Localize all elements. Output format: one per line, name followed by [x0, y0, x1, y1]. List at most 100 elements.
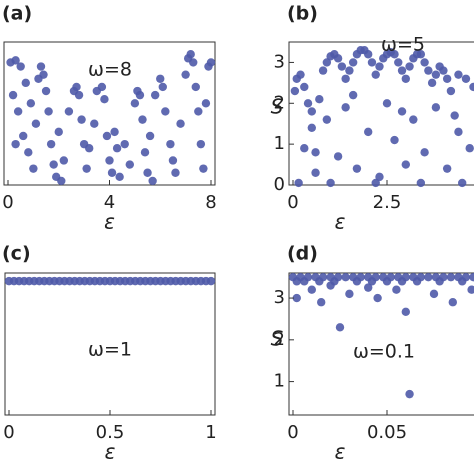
panel-label: (a) — [2, 3, 32, 25]
point — [156, 74, 165, 83]
point — [401, 160, 410, 169]
point — [21, 78, 30, 88]
x-tick-label: 4 — [104, 192, 115, 213]
point — [371, 178, 380, 188]
point — [382, 99, 392, 108]
y-axis-label: S — [271, 327, 284, 351]
marks — [290, 45, 474, 188]
point — [105, 156, 114, 165]
point — [300, 277, 309, 286]
x-tick-label: 0 — [287, 192, 298, 213]
point — [194, 107, 203, 116]
annotation: ω=0.1 — [353, 341, 415, 363]
point — [465, 144, 474, 153]
point — [135, 90, 145, 100]
point — [427, 78, 437, 88]
point — [189, 58, 198, 67]
y-tick-label: 1 — [274, 133, 285, 154]
point — [296, 70, 305, 79]
point — [373, 293, 382, 303]
point — [348, 90, 358, 100]
point — [171, 168, 180, 177]
point — [49, 160, 58, 169]
point — [59, 156, 69, 165]
point — [333, 54, 343, 63]
point — [303, 99, 313, 108]
point — [57, 176, 66, 186]
annotation: ω=5 — [381, 34, 425, 56]
point — [36, 62, 46, 71]
point — [201, 99, 211, 108]
point — [64, 107, 74, 116]
point — [315, 95, 324, 104]
point — [85, 144, 94, 153]
point — [420, 148, 429, 157]
point — [390, 135, 399, 145]
point — [29, 164, 38, 173]
point — [345, 66, 354, 75]
point — [322, 115, 332, 124]
point — [26, 99, 36, 108]
point — [375, 62, 384, 71]
point — [166, 139, 175, 149]
point — [335, 323, 345, 332]
point — [158, 82, 167, 92]
x-axis-label: ε — [104, 210, 115, 234]
point — [44, 107, 53, 116]
point — [420, 58, 429, 67]
point — [450, 111, 459, 120]
x-tick-label: 8 — [205, 192, 216, 213]
marks — [288, 272, 474, 399]
point — [326, 178, 335, 188]
panel-label: (d) — [287, 243, 318, 265]
point — [16, 62, 25, 71]
point — [429, 289, 439, 299]
point — [115, 172, 124, 182]
point — [317, 298, 326, 307]
point — [145, 131, 155, 141]
point — [206, 276, 216, 286]
y-axis-label: S — [271, 95, 284, 119]
point — [345, 289, 354, 299]
panel-label: (b) — [287, 3, 318, 25]
x-tick-label: 0.5 — [96, 422, 125, 443]
point — [333, 152, 343, 161]
point — [120, 139, 129, 149]
point — [130, 99, 140, 108]
point — [41, 86, 51, 96]
point — [371, 70, 380, 79]
point — [318, 66, 328, 75]
point — [446, 272, 456, 282]
x-axis-label: ε — [335, 210, 346, 234]
point — [341, 272, 350, 282]
x-tick-label: 0.05 — [367, 422, 407, 443]
point — [394, 58, 403, 67]
point — [390, 50, 399, 59]
point — [46, 139, 56, 149]
point — [454, 70, 463, 79]
point — [364, 50, 373, 59]
point — [112, 144, 122, 153]
point — [469, 82, 474, 92]
point — [191, 82, 200, 92]
point — [469, 272, 474, 282]
point — [352, 164, 362, 173]
point — [454, 127, 463, 137]
point — [186, 50, 195, 59]
point — [300, 144, 309, 153]
point — [11, 56, 20, 65]
point — [100, 95, 109, 104]
point — [416, 178, 426, 188]
point — [13, 107, 23, 116]
point — [348, 58, 358, 67]
point — [148, 176, 157, 186]
point — [307, 285, 316, 294]
point — [322, 58, 332, 67]
point — [439, 66, 448, 75]
point — [72, 82, 81, 92]
point — [341, 103, 350, 112]
point — [405, 389, 414, 399]
point — [405, 62, 414, 71]
point — [150, 90, 160, 100]
